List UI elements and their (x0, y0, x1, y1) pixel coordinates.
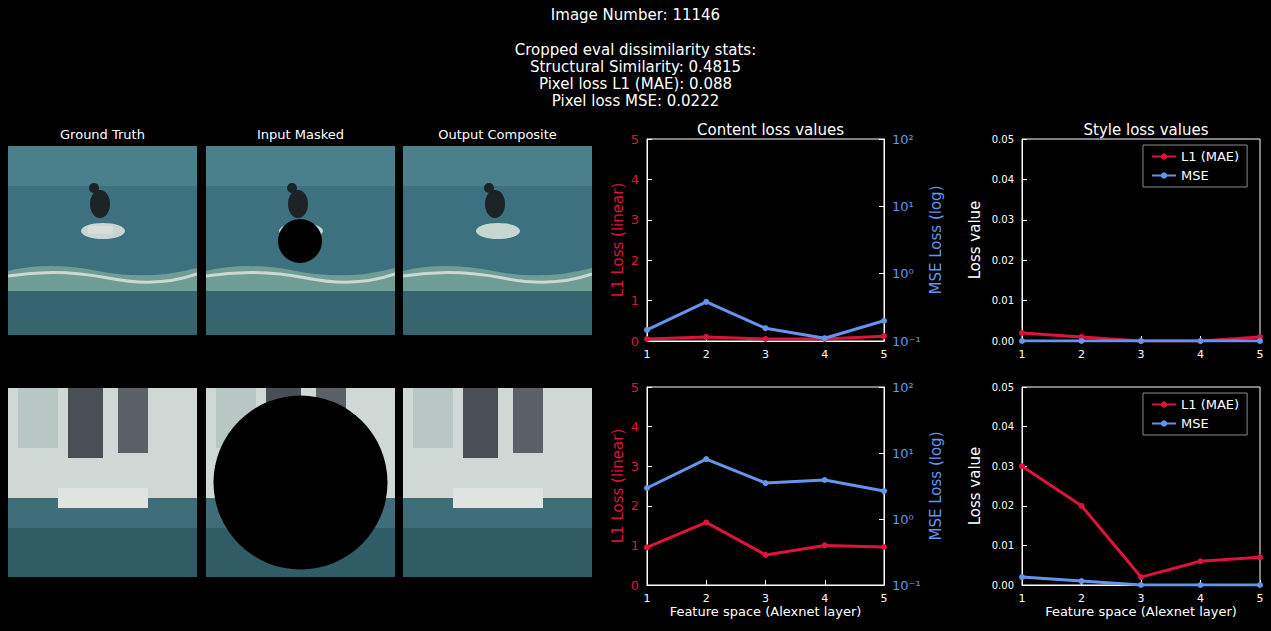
svg-text:1: 1 (644, 348, 651, 361)
svg-text:10⁻¹: 10⁻¹ (892, 334, 921, 349)
svg-text:10²: 10² (892, 132, 914, 147)
svg-text:2: 2 (703, 592, 710, 605)
svg-text:L1 Loss (linear): L1 Loss (linear) (609, 183, 627, 297)
svg-text:Loss value: Loss value (966, 201, 984, 280)
svg-text:1: 1 (1019, 348, 1026, 361)
svg-text:5: 5 (631, 380, 639, 395)
svg-text:0.00: 0.00 (992, 580, 1014, 591)
svg-text:5: 5 (1257, 592, 1264, 605)
svg-text:L1 Loss (linear): L1 Loss (linear) (609, 429, 627, 543)
svg-text:10²: 10² (892, 380, 914, 395)
svg-text:5: 5 (1257, 348, 1264, 361)
svg-text:3: 3 (1138, 592, 1145, 605)
svg-text:3: 3 (631, 212, 639, 227)
html-text:Input Masked: Input Masked (257, 127, 344, 142)
svg-text:4: 4 (1197, 348, 1204, 361)
svg-text:3: 3 (1138, 348, 1145, 361)
html-text:Cropped eval dissimilarity sta: Cropped eval dissimilarity stats: (514, 41, 757, 59)
svg-text:Content loss values: Content loss values (697, 121, 844, 139)
svg-text:2: 2 (631, 498, 639, 513)
svg-text:10¹: 10¹ (892, 446, 914, 461)
svg-text:5: 5 (631, 132, 639, 147)
svg-text:Loss value: Loss value (966, 447, 984, 526)
svg-text:2: 2 (1078, 348, 1085, 361)
svg-text:10⁻¹: 10⁻¹ (892, 578, 921, 593)
svg-text:1: 1 (631, 293, 639, 308)
svg-text:Feature space (Alexnet layer): Feature space (Alexnet layer) (670, 604, 862, 619)
svg-text:L1 (MAE): L1 (MAE) (1181, 397, 1239, 412)
svg-text:2: 2 (631, 253, 639, 268)
svg-text:0: 0 (631, 334, 639, 349)
svg-text:0.03: 0.03 (992, 461, 1014, 472)
svg-text:10⁰: 10⁰ (892, 512, 914, 527)
html-text:Pixel loss L1 (MAE): 0.088: Pixel loss L1 (MAE): 0.088 (539, 75, 732, 93)
svg-text:3: 3 (762, 592, 769, 605)
svg-text:0.03: 0.03 (992, 214, 1014, 225)
svg-text:4: 4 (821, 348, 828, 361)
svg-text:1: 1 (631, 538, 639, 553)
svg-text:0.01: 0.01 (992, 540, 1014, 551)
svg-text:1: 1 (644, 592, 651, 605)
html-text:Ground Truth: Ground Truth (60, 127, 145, 142)
svg-text:Style loss values: Style loss values (1084, 121, 1209, 139)
html-text:Output Composite: Output Composite (438, 127, 557, 142)
svg-text:MSE Loss (log): MSE Loss (log) (927, 432, 945, 541)
svg-text:MSE: MSE (1181, 416, 1209, 431)
svg-text:4: 4 (821, 592, 828, 605)
svg-text:5: 5 (881, 348, 888, 361)
svg-text:4: 4 (1197, 592, 1204, 605)
html-text:Pixel loss MSE: 0.0222: Pixel loss MSE: 0.0222 (551, 92, 720, 110)
svg-text:3: 3 (762, 348, 769, 361)
svg-text:0.04: 0.04 (992, 421, 1014, 432)
svg-text:0.00: 0.00 (992, 336, 1014, 347)
svg-text:4: 4 (631, 419, 639, 434)
svg-text:MSE: MSE (1181, 168, 1209, 183)
svg-text:2: 2 (703, 348, 710, 361)
svg-text:0.02: 0.02 (992, 500, 1014, 511)
svg-text:0.01: 0.01 (992, 295, 1014, 306)
svg-text:10¹: 10¹ (892, 199, 914, 214)
html-text:Image Number: 11146: Image Number: 11146 (550, 6, 721, 24)
svg-text:0.05: 0.05 (992, 134, 1014, 145)
svg-text:L1 (MAE): L1 (MAE) (1181, 149, 1239, 164)
svg-text:0.04: 0.04 (992, 174, 1014, 185)
svg-text:10⁰: 10⁰ (892, 266, 914, 281)
svg-text:0.02: 0.02 (992, 255, 1014, 266)
svg-text:Feature space (Alexnet layer): Feature space (Alexnet layer) (1045, 604, 1237, 619)
svg-text:1: 1 (1019, 592, 1026, 605)
svg-text:4: 4 (631, 172, 639, 187)
svg-text:3: 3 (631, 459, 639, 474)
svg-text:0.05: 0.05 (992, 382, 1014, 393)
svg-text:0: 0 (631, 578, 639, 593)
svg-text:MSE Loss (log): MSE Loss (log) (927, 186, 945, 295)
svg-text:2: 2 (1078, 592, 1085, 605)
svg-text:5: 5 (881, 592, 888, 605)
html-text:Structural Similarity: 0.4815: Structural Similarity: 0.4815 (529, 58, 742, 76)
